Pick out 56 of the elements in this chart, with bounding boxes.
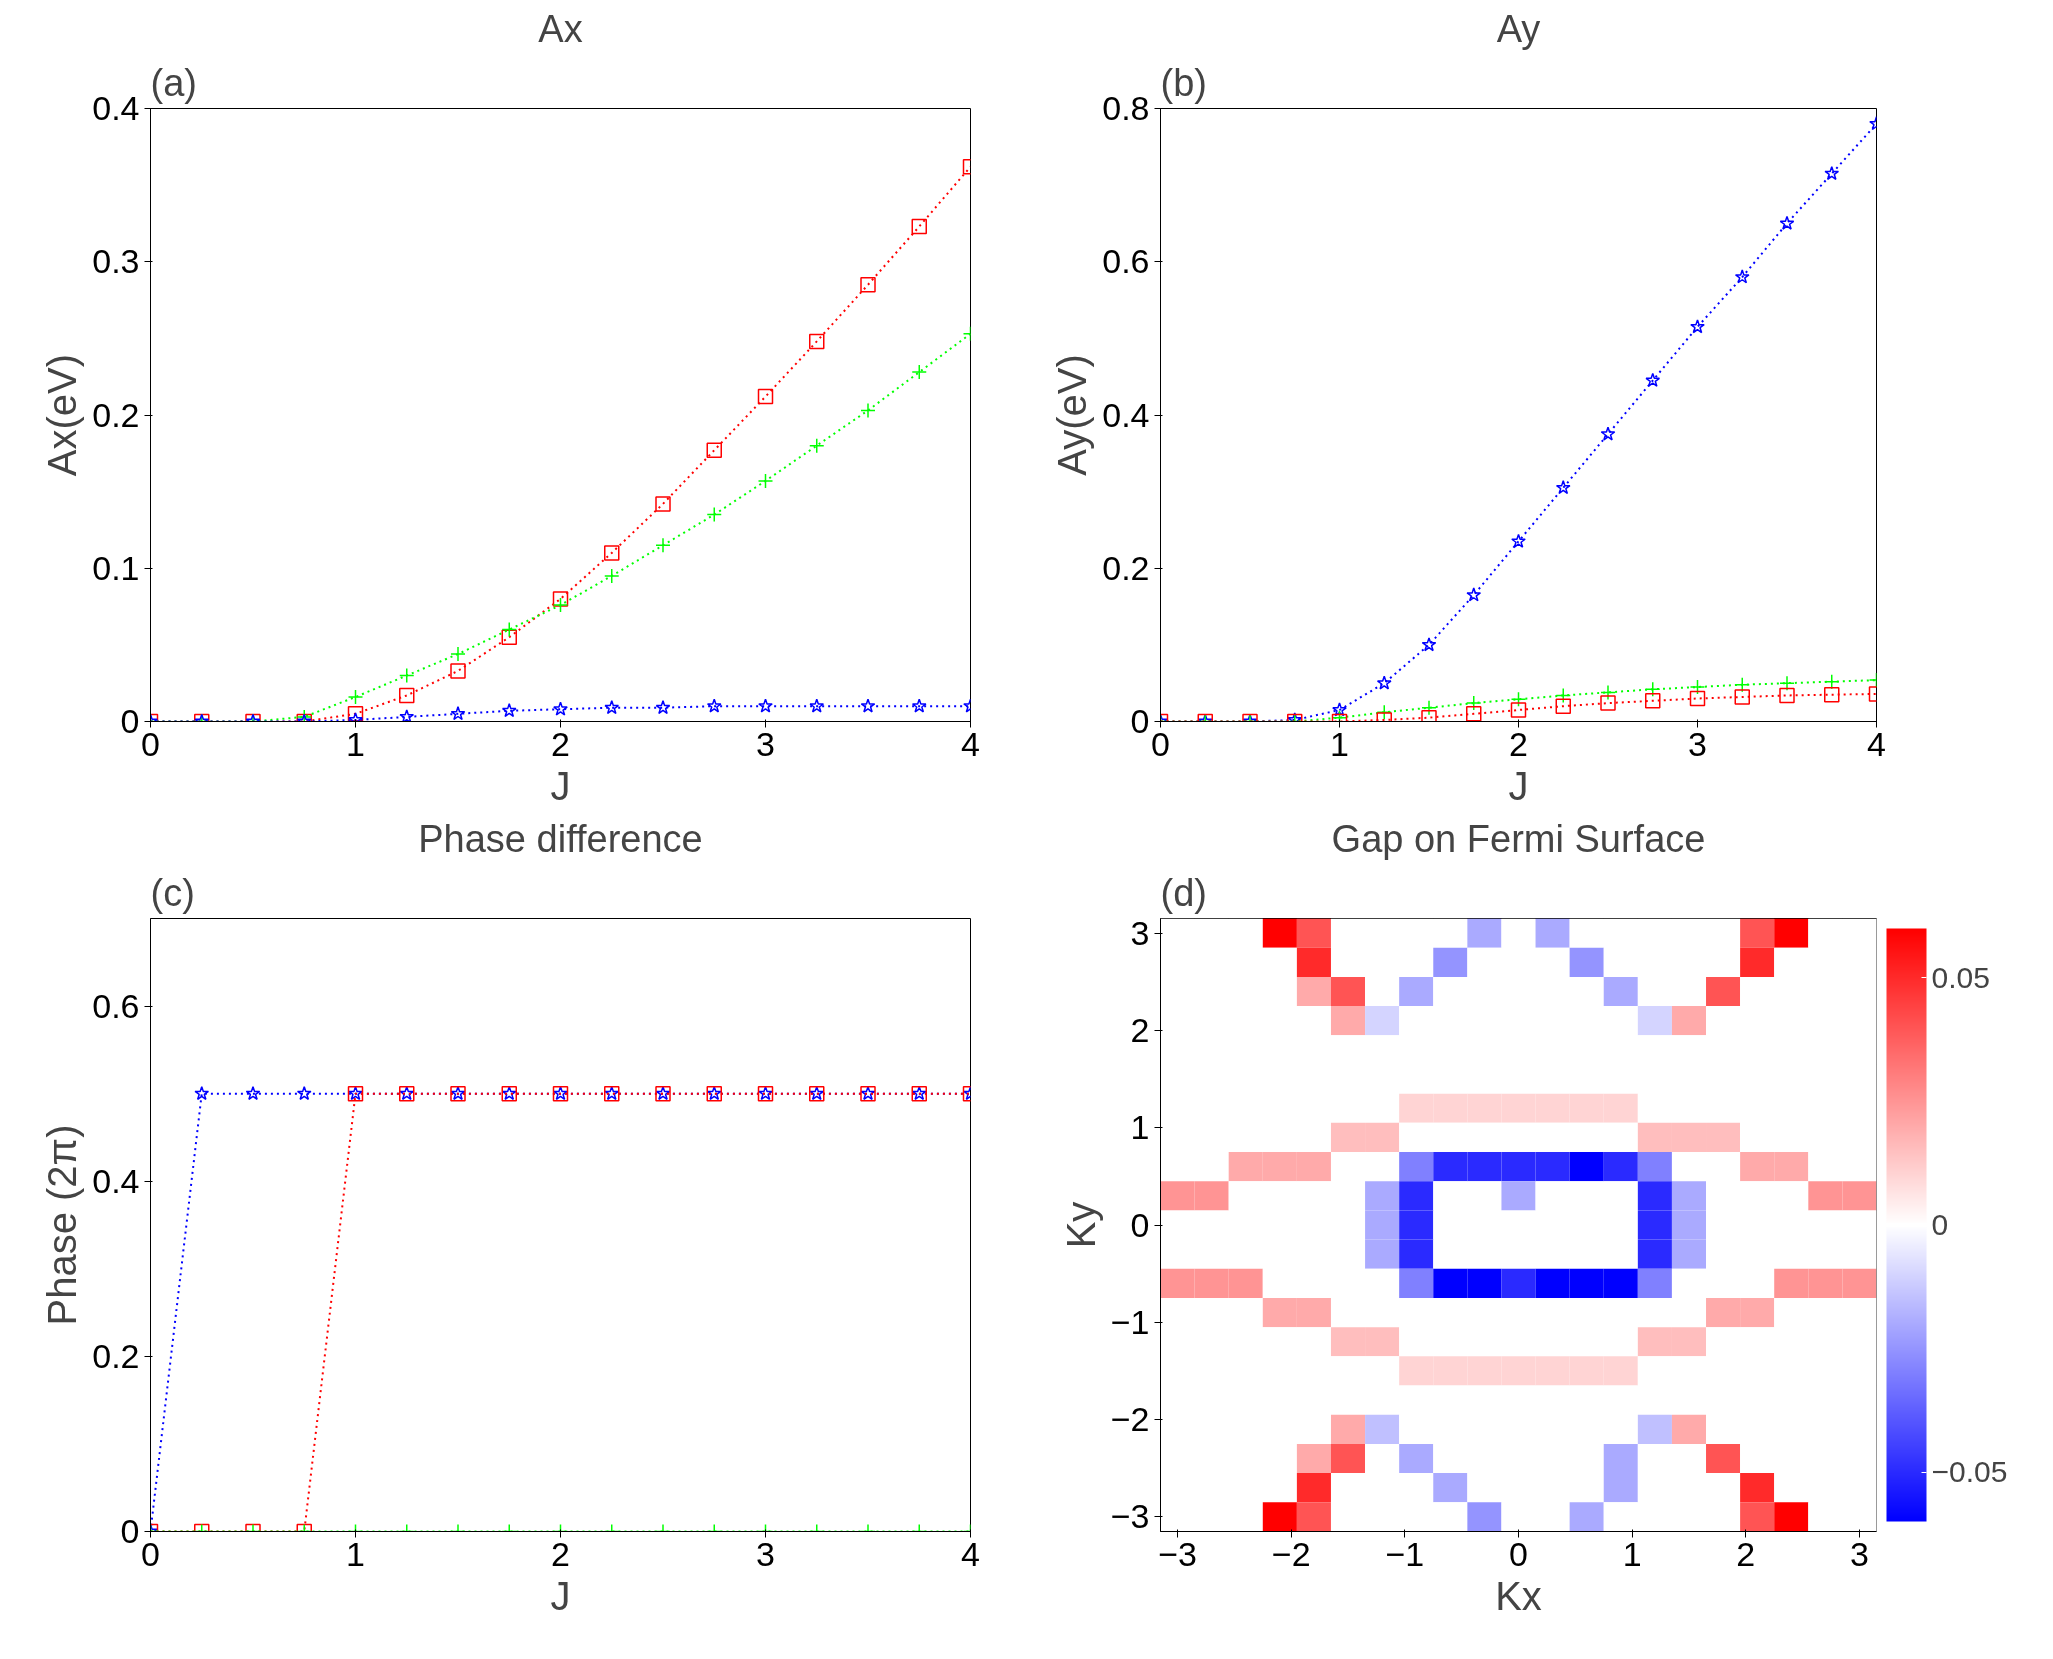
chart-title: Phase difference xyxy=(418,817,703,860)
y-tick-label: 0.6 xyxy=(1102,242,1150,281)
text: (b) xyxy=(1160,61,1207,104)
x-tick-label: 4 xyxy=(961,724,980,763)
text: (d) xyxy=(1160,871,1207,914)
x-tick-label: 1 xyxy=(346,1534,365,1573)
y-axis-title: Phase (2π) xyxy=(40,1124,85,1326)
x-tick-label: 1 xyxy=(1330,724,1349,763)
x-axis-title: J xyxy=(1508,763,1529,808)
color-bar-label: −0.05 xyxy=(1931,1455,2008,1489)
x-tick-label: −3 xyxy=(1158,1534,1197,1573)
y-tick-label: 1 xyxy=(1130,1108,1150,1147)
y-tick-label: −1 xyxy=(1110,1302,1150,1341)
y-axis-title: Ay(eV) xyxy=(1050,354,1095,476)
text: (a) xyxy=(150,61,197,104)
x-tick-label: 3 xyxy=(756,724,775,763)
y-tick-label: 3 xyxy=(1130,913,1150,952)
x-axis-title: J xyxy=(550,1573,571,1618)
x-tick-label: 1 xyxy=(1622,1534,1642,1573)
x-tick-label: 3 xyxy=(1850,1534,1869,1573)
y-axis-title: Ax(eV) xyxy=(40,353,85,477)
text: (c) xyxy=(150,871,195,914)
x-axis-title: Kx xyxy=(1495,1573,1542,1618)
x-tick-label: −1 xyxy=(1385,1534,1425,1573)
x-tick-label: 1 xyxy=(346,724,365,763)
y-tick-label: −3 xyxy=(1110,1497,1150,1536)
y-tick-label: 2 xyxy=(1130,1010,1150,1049)
x-tick-label: 3 xyxy=(1688,724,1707,763)
x-tick-label: 2 xyxy=(551,724,570,763)
x-tick-label: 0 xyxy=(1509,1534,1528,1573)
chart-title: Ay xyxy=(1496,7,1541,50)
y-tick-label: 0.3 xyxy=(92,242,140,281)
x-tick-label: −2 xyxy=(1271,1534,1311,1573)
chart-title: Ax xyxy=(538,7,583,50)
y-tick-label: 0.4 xyxy=(1102,395,1150,434)
x-tick-label: 4 xyxy=(961,1534,980,1573)
y-tick-label: 0.4 xyxy=(92,1161,140,1200)
color-bar-label: 0 xyxy=(1931,1208,1949,1241)
y-tick-label: 0.1 xyxy=(92,548,140,587)
y-tick-label: 0.8 xyxy=(1102,89,1150,127)
color-bar-label: 0.05 xyxy=(1931,960,1990,994)
x-tick-label: 2 xyxy=(551,1534,570,1573)
x-tick-label: 4 xyxy=(1867,724,1886,763)
y-tick-label: 0.2 xyxy=(92,395,140,434)
y-tick-label: 0 xyxy=(1130,1205,1150,1244)
y-tick-label: 0.4 xyxy=(92,89,140,127)
y-tick-label: 0.2 xyxy=(1102,548,1150,587)
x-tick-label: 2 xyxy=(1736,1534,1756,1573)
x-tick-label: 3 xyxy=(756,1534,775,1573)
y-tick-label: 0.6 xyxy=(92,986,140,1025)
chart-title: Gap on Fermi Surface xyxy=(1331,817,1706,860)
y-axis-title: Ky xyxy=(1058,1201,1103,1249)
y-tick-label: 0.2 xyxy=(92,1336,140,1375)
y-tick-label: −2 xyxy=(1110,1400,1150,1439)
x-axis-title: J xyxy=(550,763,571,808)
x-tick-label: 2 xyxy=(1509,724,1528,763)
